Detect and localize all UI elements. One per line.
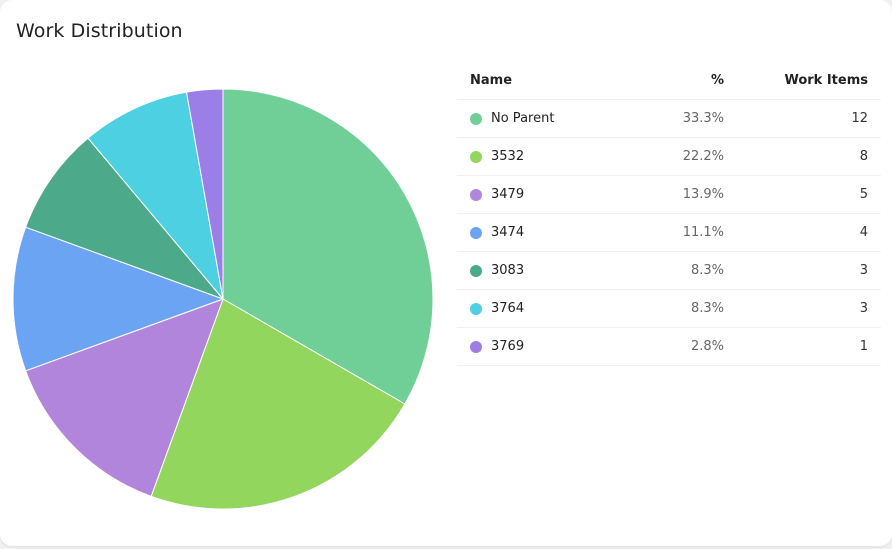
legend-dot-icon bbox=[470, 150, 482, 163]
row-work-items: 3 bbox=[859, 301, 868, 316]
row-percent: 22.2% bbox=[682, 149, 724, 164]
distribution-table: Name % Work Items No Parent 33.3% 12 353… bbox=[457, 62, 881, 366]
row-name: No Parent bbox=[491, 111, 555, 126]
header-percent: % bbox=[710, 73, 724, 88]
legend-dot-icon bbox=[470, 188, 482, 201]
table-row[interactable]: 3764 8.3% 3 bbox=[457, 290, 881, 328]
row-percent: 13.9% bbox=[682, 187, 724, 202]
table-row[interactable]: No Parent 33.3% 12 bbox=[457, 100, 881, 138]
row-name-cell: 3479 bbox=[457, 187, 650, 202]
row-name-cell: 3083 bbox=[457, 263, 650, 278]
legend-dot-icon bbox=[470, 226, 482, 239]
header-work-items: Work Items bbox=[784, 73, 868, 88]
legend-dot-icon bbox=[470, 264, 482, 277]
row-work-items: 4 bbox=[859, 225, 868, 240]
row-work-items: 12 bbox=[851, 111, 868, 126]
card-title: Work Distribution bbox=[16, 20, 183, 42]
row-name: 3764 bbox=[491, 301, 525, 316]
legend-dot-icon bbox=[470, 302, 482, 315]
row-percent: 33.3% bbox=[682, 111, 724, 126]
row-percent: 8.3% bbox=[690, 263, 724, 278]
row-name: 3479 bbox=[491, 187, 525, 202]
row-percent: 2.8% bbox=[690, 339, 724, 354]
pie-slice-3479[interactable] bbox=[25, 298, 224, 497]
table-row[interactable]: 3479 13.9% 5 bbox=[457, 176, 881, 214]
table-row[interactable]: 3474 11.1% 4 bbox=[457, 214, 881, 252]
row-name-cell: 3764 bbox=[457, 301, 650, 316]
row-work-items: 5 bbox=[859, 187, 868, 202]
row-percent: 11.1% bbox=[682, 225, 724, 240]
pie-slice-3532[interactable] bbox=[150, 298, 406, 510]
pie-slice-3769[interactable] bbox=[185, 88, 224, 300]
row-name-cell: 3474 bbox=[457, 225, 650, 240]
row-name: 3769 bbox=[491, 339, 525, 354]
pie-chart bbox=[12, 88, 434, 510]
table-row[interactable]: 3083 8.3% 3 bbox=[457, 252, 881, 290]
table-header: Name % Work Items bbox=[457, 62, 881, 100]
row-name: 3474 bbox=[491, 225, 525, 240]
row-name-cell: 3769 bbox=[457, 339, 650, 354]
row-name: 3083 bbox=[491, 263, 525, 278]
legend-dot-icon bbox=[470, 340, 482, 353]
pie-slice-no-parent[interactable] bbox=[222, 88, 434, 405]
row-name-cell: No Parent bbox=[457, 111, 650, 126]
table-row[interactable]: 3532 22.2% 8 bbox=[457, 138, 881, 176]
pie-slice-3764[interactable] bbox=[87, 91, 224, 301]
table-row[interactable]: 3769 2.8% 1 bbox=[457, 328, 881, 366]
legend-dot-icon bbox=[470, 112, 482, 125]
row-name: 3532 bbox=[491, 149, 525, 164]
header-name: Name bbox=[470, 73, 513, 88]
row-work-items: 8 bbox=[859, 149, 868, 164]
row-percent: 8.3% bbox=[690, 301, 724, 316]
row-work-items: 1 bbox=[859, 339, 868, 354]
row-name-cell: 3532 bbox=[457, 149, 650, 164]
pie-slice-3083[interactable] bbox=[25, 137, 225, 301]
pie-slice-3474[interactable] bbox=[12, 226, 225, 372]
row-work-items: 3 bbox=[859, 263, 868, 278]
